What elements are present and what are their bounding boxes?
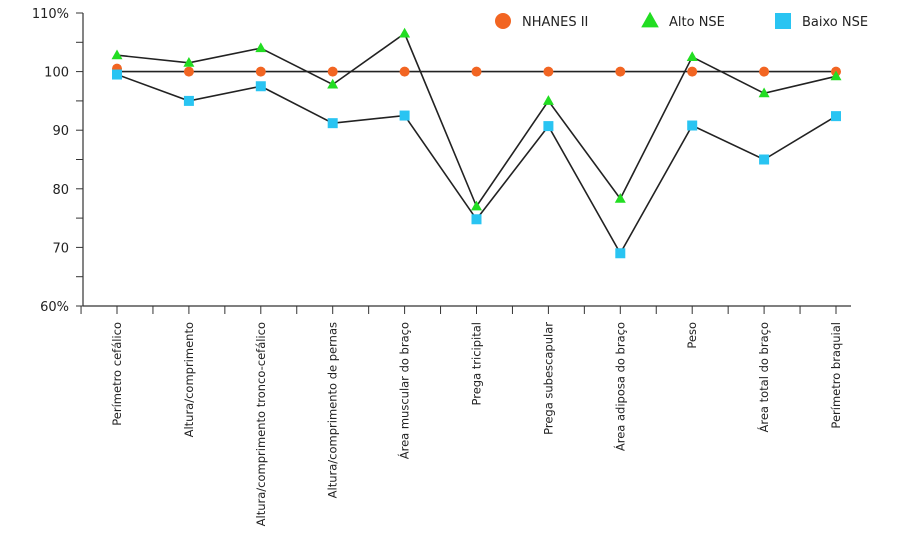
legend-marker-baixo-nse	[775, 13, 791, 29]
point-nhanes-ii	[543, 66, 554, 77]
point-nhanes-ii	[759, 66, 770, 77]
point-alto-nse	[327, 78, 339, 89]
point-baixo-nse	[327, 118, 338, 129]
x-category-label: Prega subescapular	[541, 322, 555, 435]
point-alto-nse	[542, 95, 554, 105]
x-category-label: Altura/comprimento tronco-cefálico	[254, 322, 268, 526]
point-nhanes-ii	[183, 66, 194, 77]
x-category-label: Altura/comprimento	[182, 322, 196, 437]
point-alto-nse	[471, 200, 482, 211]
point-alto-nse	[399, 27, 411, 38]
legend-marker-alto-nse	[641, 11, 659, 28]
point-baixo-nse	[615, 248, 626, 259]
point-baixo-nse	[112, 69, 122, 80]
axes: 60% 70 80 90 100 110% Perímetro cefálico Altura…	[32, 7, 851, 526]
x-category-label: Prega tricipital	[470, 322, 484, 405]
legend: NHANES II Alto NSE Baixo NSE	[495, 11, 868, 30]
point-alto-nse	[830, 70, 842, 81]
point-nhanes-ii	[471, 66, 482, 77]
point-baixo-nse	[471, 214, 482, 225]
y-tick-label: 110%	[32, 7, 69, 22]
point-nhanes-ii	[687, 66, 698, 77]
point-baixo-nse	[687, 120, 698, 131]
series-line-alto-nse	[116, 32, 837, 209]
x-category-label: Área total do braço	[756, 322, 771, 433]
series-line-baixo-nse	[116, 73, 837, 255]
point-alto-nse	[183, 57, 195, 67]
point-alto-nse	[111, 49, 123, 60]
y-tick-label: 60%	[40, 300, 69, 315]
point-baixo-nse	[255, 81, 266, 92]
legend-label-baixo-nse: Baixo NSE	[802, 15, 868, 30]
point-baixo-nse	[183, 95, 194, 106]
x-category-label: Altura/comprimento de pernas	[326, 322, 340, 498]
x-category-label: Peso	[685, 322, 699, 349]
x-category-label: Perímetro braquial	[829, 322, 843, 429]
point-baixo-nse	[543, 121, 554, 132]
point-alto-nse	[686, 51, 698, 61]
point-baixo-nse	[759, 154, 770, 165]
point-nhanes-ii	[615, 66, 626, 77]
point-baixo-nse	[399, 110, 410, 121]
y-tick-label: 80	[52, 183, 69, 198]
point-baixo-nse	[831, 111, 841, 122]
legend-marker-nhanes-ii	[495, 13, 511, 29]
point-alto-nse	[758, 87, 770, 98]
y-tick-label: 100	[44, 66, 69, 81]
x-category-label: Área muscular do braço	[397, 322, 412, 459]
x-category-label: Área adiposa do braço	[612, 322, 627, 451]
point-alto-nse	[255, 42, 267, 53]
y-tick-label: 70	[52, 241, 69, 256]
point-alto-nse	[614, 193, 626, 203]
legend-label-alto-nse: Alto NSE	[669, 15, 725, 30]
point-nhanes-ii	[399, 66, 410, 77]
point-nhanes-ii	[255, 66, 266, 77]
series-markers	[111, 27, 842, 259]
x-category-label: Perímetro cefálico	[110, 322, 124, 426]
point-nhanes-ii	[327, 66, 338, 77]
legend-label-nhanes-ii: NHANES II	[522, 15, 588, 30]
y-tick-label: 90	[52, 124, 69, 139]
